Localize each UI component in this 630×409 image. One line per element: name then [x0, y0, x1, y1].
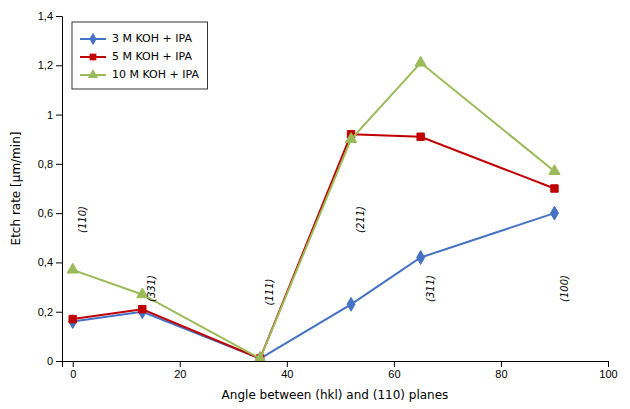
series-marker [254, 352, 265, 361]
series-marker [139, 306, 146, 313]
tick-mark [56, 262, 62, 263]
tick-mark [56, 213, 62, 214]
tick: 0 [70, 361, 76, 380]
y-axis: 0 0,2 0,4 0,6 0,8 1 1,2 1,4 [38, 10, 63, 367]
series-line [73, 213, 555, 358]
series-line [73, 63, 555, 359]
tick-label: 1,2 [38, 59, 53, 71]
chart: 0 20 40 60 80 100 0 0,2 0,4 0,6 0,8 1 1,2 1,4 (110) (33… [0, 0, 630, 409]
series-marker [69, 315, 76, 322]
tick-mark [73, 361, 74, 367]
legend: 3 M KOH + IPA 5 M KOH + IPA 10 M KOH + IPA [72, 22, 207, 89]
tick: 20 [174, 361, 186, 380]
legend-marker [88, 69, 98, 78]
legend-item: 3 M KOH + IPA [80, 32, 192, 45]
tick-mark [56, 164, 62, 165]
tick: 0,8 [38, 158, 62, 170]
tick-label: 0 [47, 355, 53, 367]
tick-label: 20 [174, 368, 186, 380]
tick-label: 0 [70, 368, 76, 380]
tick: 100 [599, 361, 617, 380]
series-marker [417, 251, 425, 265]
annotation: (211) [355, 206, 366, 233]
annotation: (100) [559, 275, 570, 302]
tick-label: 100 [599, 368, 617, 380]
tick-label: 80 [495, 368, 507, 380]
tick-label: 0,6 [38, 207, 53, 219]
tick-label: 1,4 [38, 10, 53, 22]
legend-label: 10 M KOH + IPA [112, 68, 199, 81]
y-axis-title: Etch rate [μm/min] [9, 132, 23, 246]
series-marker [551, 185, 558, 192]
series-line [73, 134, 555, 358]
series-marker [345, 133, 356, 143]
tick-mark [56, 312, 62, 313]
plot-area: 0 20 40 60 80 100 0 0,2 0,4 0,6 0,8 1 1,2 1,4 (110) (33… [38, 10, 618, 380]
tick-label: 0,2 [38, 306, 53, 318]
tick: 0,4 [38, 256, 62, 268]
tick: 0,2 [38, 306, 62, 318]
tick: 1 [47, 109, 62, 121]
series-marker [67, 263, 78, 273]
series-marker [415, 56, 426, 66]
tick-mark [180, 361, 181, 367]
tick-label: 60 [388, 368, 400, 380]
legend-marker [90, 54, 97, 61]
series-marker [417, 133, 424, 140]
series-marker [69, 315, 77, 329]
series-marker [347, 297, 355, 311]
x-axis-title: Angle between (hkl) and (110) planes [222, 388, 449, 402]
legend-marker [89, 33, 96, 45]
tick-mark [56, 65, 62, 66]
tick-label: 0,4 [38, 256, 53, 268]
annotation: (331) [146, 275, 157, 302]
tick-mark [56, 361, 62, 362]
series-marker [550, 206, 558, 220]
tick: 40 [281, 361, 293, 380]
annotation: (311) [425, 275, 436, 302]
legend-item: 5 M KOH + IPA [80, 50, 192, 63]
annotations: (110) (331) (111) (211) (311) (100) [77, 206, 570, 305]
tick-label: 1 [47, 109, 53, 121]
axis-line [56, 17, 63, 362]
series-marker [549, 165, 560, 175]
series-group [67, 56, 560, 361]
tick-mark [56, 115, 62, 116]
annotation: (110) [77, 206, 88, 233]
tick-mark [394, 361, 395, 367]
tick-label: 0,8 [38, 158, 53, 170]
legend-label: 3 M KOH + IPA [112, 32, 192, 45]
tick-mark [287, 361, 288, 367]
tick: 0 [47, 355, 62, 367]
tick: 80 [495, 361, 507, 380]
tick: 1,2 [38, 59, 62, 71]
legend-box [72, 22, 207, 89]
series-marker [138, 305, 146, 319]
tick-mark [501, 361, 502, 367]
tick-mark [608, 361, 609, 367]
tick-mark [56, 16, 62, 17]
annotation: (111) [264, 279, 275, 306]
tick-label: 40 [281, 368, 293, 380]
tick: 60 [388, 361, 400, 380]
axis-line [63, 362, 609, 368]
tick: 1,4 [38, 10, 62, 22]
x-axis: 0 20 40 60 80 100 [63, 361, 618, 380]
legend-item: 10 M KOH + IPA [80, 68, 199, 81]
tick: 0,6 [38, 207, 62, 219]
legend-label: 5 M KOH + IPA [112, 50, 192, 63]
